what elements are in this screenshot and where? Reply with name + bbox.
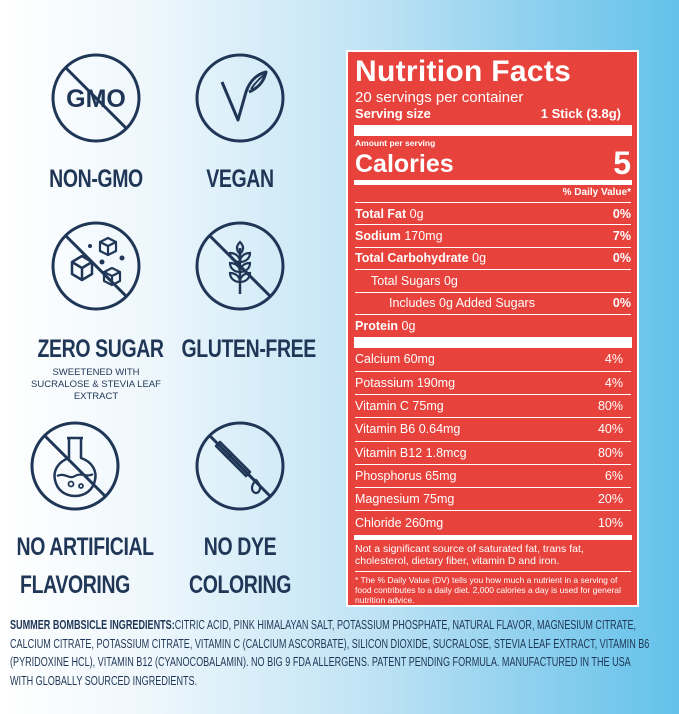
- vitamin-row: Potassium 190mg 4%: [355, 372, 631, 395]
- vitamin-pct: 40%: [597, 422, 623, 437]
- vitamin-row: Chloride 260mg 10%: [355, 511, 631, 534]
- divider-thick: [354, 337, 632, 349]
- divider-thick: [354, 125, 632, 136]
- daily-value-footnote: * The % Daily Value (DV) tells you how m…: [355, 570, 631, 605]
- nutrient-amount: 0g: [406, 206, 424, 221]
- nutrient-row: Total Fat 0g 0%: [355, 203, 631, 226]
- daily-value-header: % Daily Value*: [355, 185, 631, 203]
- nutrient-row: Sodium 170mg 7%: [355, 225, 631, 248]
- badge-title: VEGAN: [206, 165, 274, 193]
- nutrient-name: Total Fat: [355, 206, 407, 221]
- nutrient-name: Protein: [355, 319, 399, 334]
- nutrient-amount: 0g: [398, 319, 416, 334]
- nutrient-name: Sodium: [355, 229, 401, 244]
- amount-per-serving: Amount per serving: [355, 138, 436, 148]
- badge-title: NON-GMO: [49, 165, 143, 193]
- vitamin-name: Phosphorus 65mg: [355, 468, 457, 483]
- nutrient-row: Includes 0g Added Sugars 0%: [355, 293, 631, 315]
- vitamin-name: Magnesium 75mg: [355, 492, 455, 507]
- calories-row: Calories 5: [355, 145, 631, 181]
- serving-size-label: Serving size: [355, 106, 431, 121]
- vitamin-name: Vitamin B6 0.64mg: [355, 422, 461, 437]
- badge-no-dye-coloring: NO DYE COLORING: [165, 420, 315, 599]
- nutrient-row: Total Sugars 0g: [355, 270, 631, 293]
- calories-label: Calories: [355, 150, 454, 178]
- nutrient-name: Total Carbohydrate: [355, 251, 469, 266]
- badge-vegan: VEGAN: [165, 52, 315, 194]
- badge-title-line2: FLAVORING: [20, 570, 130, 599]
- vitamin-name: Vitamin B12 1.8mcg: [355, 445, 467, 460]
- badge-title: ZERO SUGAR: [37, 335, 165, 363]
- vitamin-pct: 10%: [597, 516, 623, 531]
- nutrient-amount: Total Sugars 0g: [371, 273, 458, 288]
- nutrient-row: Protein 0g: [355, 315, 631, 337]
- serving-size-row: Serving size 1 Stick (3.8g): [355, 106, 631, 125]
- vitamin-pct: 80%: [597, 445, 623, 460]
- nutrition-note: Not a significant source of saturated fa…: [355, 542, 584, 567]
- vitamin-row: Calcium 60mg 4%: [355, 348, 631, 372]
- servings-per-container: 20 servings per container: [355, 89, 524, 106]
- vitamin-row: Phosphorus 65mg 6%: [355, 465, 631, 489]
- sugar-cubes-icon: [50, 220, 142, 312]
- vitamin-name: Potassium 190mg: [355, 375, 456, 390]
- serving-size-value: 1 Stick (3.8g): [540, 106, 621, 121]
- flask-icon: [29, 420, 121, 512]
- vitamin-pct: 4%: [604, 352, 623, 367]
- nutrient-pct: 0%: [612, 296, 631, 311]
- ingredients-text: CITRIC ACID, PINK HIMALAYAN SALT, POTASS…: [10, 618, 650, 688]
- badge-non-gmo: GMO NON-GMO: [21, 52, 171, 194]
- vitamin-row: Magnesium 75mg 20%: [355, 488, 631, 512]
- vitamin-pct: 4%: [604, 375, 623, 390]
- gmo-icon: GMO: [50, 52, 142, 144]
- divider-medium: [354, 534, 632, 540]
- badge-gluten-free: GLUTEN-FREE: [165, 220, 317, 364]
- dropper-icon: [194, 420, 286, 512]
- badge-title-line1: NO DYE: [203, 533, 277, 561]
- nutrient-amount: 0g: [468, 251, 487, 266]
- vitamin-name: Vitamin C 75mg: [355, 399, 444, 414]
- vitamin-pct: 6%: [604, 468, 623, 483]
- badge-no-artificial-flavoring: NO ARTIFICIAL FLAVORING: [0, 420, 155, 599]
- nutrient-pct: 0%: [612, 251, 631, 266]
- vitamin-name: Calcium 60mg: [355, 352, 435, 367]
- badge-title-line1: NO ARTIFICIAL: [16, 533, 155, 561]
- vitamin-pct: 20%: [597, 492, 623, 507]
- vitamin-name: Chloride 260mg: [355, 516, 444, 531]
- nutrition-title: Nutrition Facts: [355, 55, 572, 88]
- badge-title: GLUTEN-FREE: [181, 335, 317, 363]
- vitamin-row: Vitamin B12 1.8mcg 80%: [355, 442, 631, 465]
- badge-zero-sugar: ZERO SUGAR SWEETENED WITH SUCRALOSE & ST…: [21, 220, 171, 404]
- calories-value: 5: [613, 145, 631, 181]
- nutrient-row: Total Carbohydrate 0g 0%: [355, 248, 631, 271]
- divider-medium: [354, 180, 632, 185]
- vitamin-row: Vitamin C 75mg 80%: [355, 395, 631, 419]
- vitamin-pct: 80%: [597, 399, 623, 414]
- nutrient-amount: Includes 0g Added Sugars: [389, 296, 535, 311]
- nutrient-pct: 0%: [612, 206, 631, 221]
- nutrient-amount: 170mg: [400, 229, 443, 244]
- nutrition-facts-panel: Nutrition Facts 20 servings per containe…: [346, 50, 639, 607]
- vitamin-row: Vitamin B6 0.64mg 40%: [355, 418, 631, 442]
- wheat-icon: [194, 220, 286, 312]
- vegan-leaf-icon: [194, 52, 286, 144]
- ingredients-statement: SUMMER BOMBSICLE INGREDIENTS:CITRIC ACID…: [10, 616, 654, 690]
- badge-subtitle: SWEETENED WITH SUCRALOSE & STEVIA LEAF E…: [31, 366, 161, 403]
- nutrient-pct: 7%: [612, 229, 631, 244]
- ingredients-heading: SUMMER BOMBSICLE INGREDIENTS:: [10, 618, 175, 632]
- badge-title-line2: COLORING: [189, 570, 291, 599]
